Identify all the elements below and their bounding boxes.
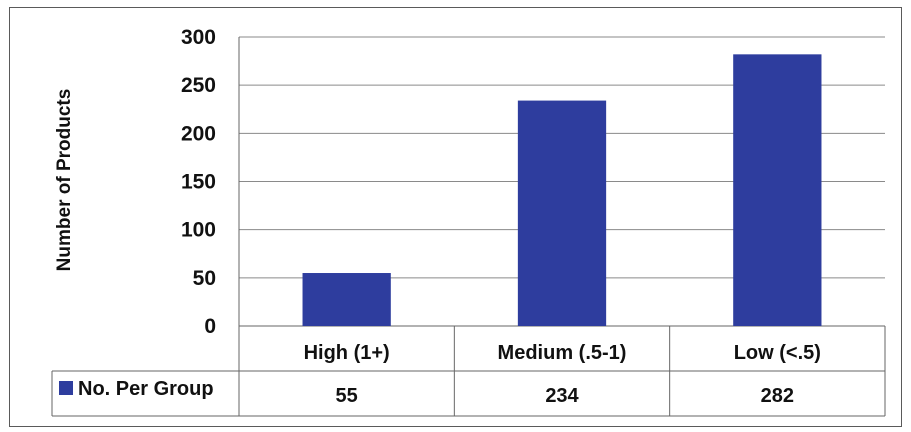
data-table-values: 55 234 282 <box>336 385 794 407</box>
category-label: Low (<.5) <box>734 342 821 364</box>
y-axis-label: Number of Products <box>54 89 75 272</box>
bars <box>303 54 822 326</box>
legend-label: No. Per Group <box>78 378 214 400</box>
category-labels: High (1+) Medium (.5-1) Low (<.5) <box>304 342 821 364</box>
y-tick-label: 250 <box>181 74 216 97</box>
category-label: High (1+) <box>304 342 390 364</box>
data-table-value: 234 <box>545 385 579 407</box>
bar <box>733 54 821 326</box>
y-tick-label: 150 <box>181 171 216 194</box>
y-tick-labels: 0 50 100 150 200 250 300 <box>181 26 216 338</box>
data-table-value: 55 <box>336 385 358 407</box>
data-table-value: 282 <box>761 385 794 407</box>
legend-swatch <box>59 381 73 395</box>
y-tick-label: 200 <box>181 122 216 145</box>
y-tick-label: 300 <box>181 26 216 49</box>
y-tick-label: 50 <box>193 267 216 290</box>
y-tick-label: 100 <box>181 219 216 242</box>
y-tick-label: 0 <box>204 315 216 338</box>
bar <box>518 101 606 326</box>
category-label: Medium (.5-1) <box>498 342 627 364</box>
bar <box>303 273 391 326</box>
